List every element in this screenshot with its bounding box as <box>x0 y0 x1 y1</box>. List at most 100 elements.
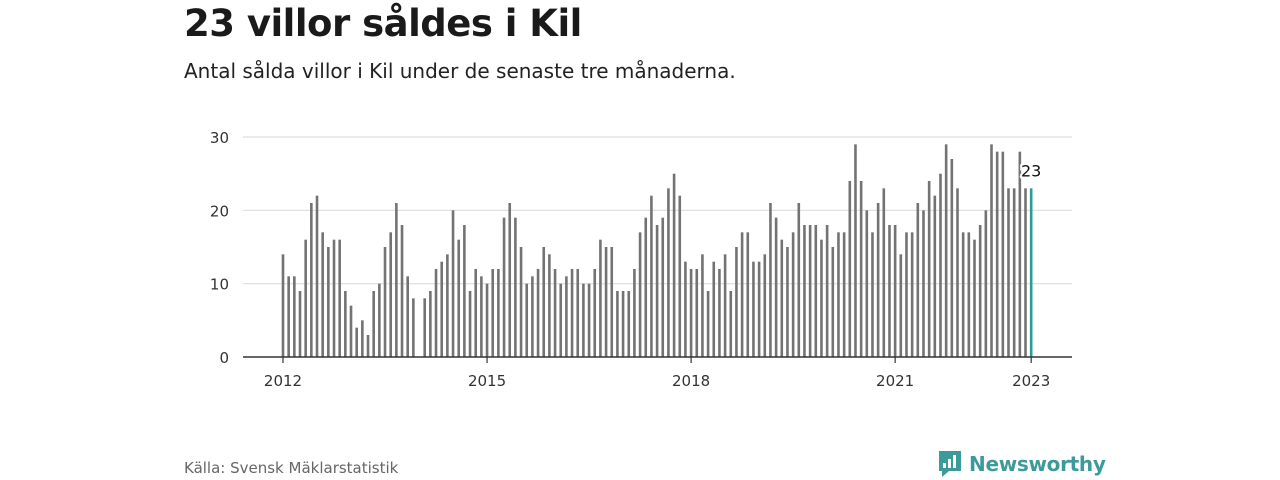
bar <box>916 203 920 357</box>
bar <box>876 203 880 357</box>
bar <box>485 283 489 357</box>
bar <box>831 247 835 357</box>
y-tick-label: 0 <box>219 349 229 367</box>
bar <box>842 232 846 357</box>
bar <box>820 239 823 357</box>
bar <box>514 217 517 357</box>
y-tick-label: 20 <box>210 202 229 220</box>
bar <box>1024 188 1027 357</box>
bar <box>746 232 750 357</box>
bar-chart: 0 10 20 30 2012 2015 2018 2021 2023 23 <box>210 129 1072 390</box>
bar <box>961 232 965 357</box>
bar <box>508 203 512 357</box>
bar <box>536 269 540 357</box>
bar <box>548 254 551 357</box>
bar <box>525 283 529 357</box>
bar <box>695 269 699 357</box>
bar <box>474 269 478 357</box>
bar <box>905 232 908 357</box>
bar <box>627 291 631 357</box>
bar <box>848 181 852 357</box>
bar <box>451 210 455 357</box>
bar <box>361 320 364 357</box>
bar <box>593 269 597 357</box>
bar <box>327 247 330 357</box>
bar <box>757 261 761 357</box>
bar <box>752 261 755 357</box>
bar <box>837 232 840 357</box>
bar <box>395 203 398 357</box>
brand-logo[interactable]: Newsworthy <box>937 449 1106 479</box>
bar <box>559 283 563 357</box>
bar <box>956 188 959 357</box>
bar <box>1007 188 1010 357</box>
bar <box>667 188 670 357</box>
bar <box>797 203 801 357</box>
bar <box>298 291 302 357</box>
bar <box>854 144 857 357</box>
bar <box>888 225 891 357</box>
bar <box>616 291 619 357</box>
bar <box>400 225 404 357</box>
bar <box>621 291 625 357</box>
bar <box>644 217 648 357</box>
bar <box>769 203 772 357</box>
bar <box>338 239 341 357</box>
bar <box>389 232 392 357</box>
bar <box>803 225 806 357</box>
bar <box>423 298 426 357</box>
bar <box>610 247 614 357</box>
bar <box>406 276 409 357</box>
bar <box>944 144 948 357</box>
bar <box>542 247 546 357</box>
bar <box>661 217 665 357</box>
bar <box>383 247 387 357</box>
brand-name: Newsworthy <box>969 452 1106 476</box>
bar <box>893 225 897 357</box>
source-note: Källa: Svensk Mäklarstatistik <box>184 459 399 477</box>
bar <box>1018 151 1022 357</box>
bar <box>973 239 976 357</box>
chart-title: 23 villor såldes i Kil <box>184 2 582 45</box>
bar <box>712 261 716 357</box>
bar <box>440 261 444 357</box>
bar <box>984 210 988 357</box>
bar <box>655 225 659 357</box>
bar <box>684 261 687 357</box>
bar <box>429 291 432 357</box>
bar <box>950 159 954 357</box>
bar <box>990 144 993 357</box>
bar <box>978 225 982 357</box>
x-tick-label: 2012 <box>264 372 302 390</box>
bar <box>412 298 415 357</box>
bar <box>332 239 336 357</box>
bar <box>457 239 461 357</box>
bar <box>701 254 704 357</box>
bar <box>293 276 296 357</box>
bar <box>344 291 347 357</box>
bar <box>1012 188 1016 357</box>
bar <box>287 276 290 357</box>
bar <box>480 276 483 357</box>
y-tick-label: 10 <box>210 276 229 294</box>
bar <box>599 239 602 357</box>
bar <box>366 335 370 357</box>
bar <box>939 173 942 357</box>
bar <box>899 254 903 357</box>
bar <box>304 239 307 357</box>
bar <box>729 291 733 357</box>
bar <box>378 283 381 357</box>
bar <box>814 225 818 357</box>
y-tick-label: 30 <box>210 129 229 147</box>
bar <box>468 291 472 357</box>
bar <box>582 283 585 357</box>
bar <box>740 232 744 357</box>
bar <box>502 217 506 357</box>
bar <box>735 247 738 357</box>
bar <box>933 195 937 357</box>
bar <box>706 291 710 357</box>
bar <box>281 254 285 357</box>
bar <box>774 217 778 357</box>
bar <box>638 232 642 357</box>
bar <box>315 195 319 357</box>
